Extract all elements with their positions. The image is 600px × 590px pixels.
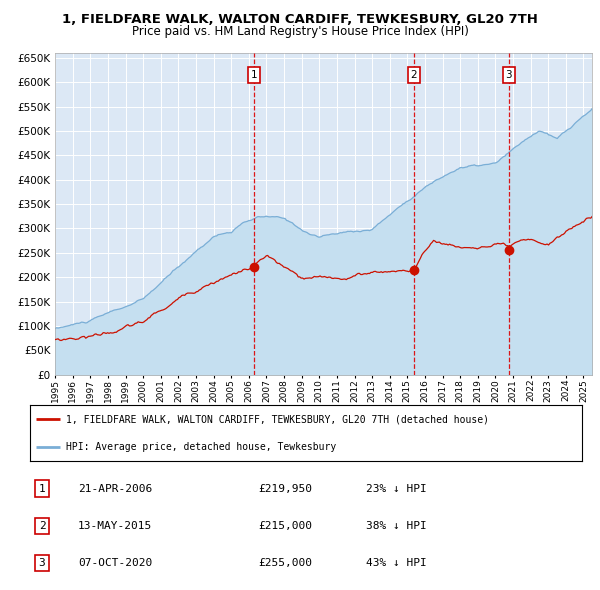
Text: 21-APR-2006: 21-APR-2006 <box>78 484 152 494</box>
Text: 1, FIELDFARE WALK, WALTON CARDIFF, TEWKESBURY, GL20 7TH: 1, FIELDFARE WALK, WALTON CARDIFF, TEWKE… <box>62 13 538 26</box>
Text: 3: 3 <box>506 70 512 80</box>
Text: 2: 2 <box>410 70 417 80</box>
Text: 1: 1 <box>38 484 46 494</box>
Text: 1, FIELDFARE WALK, WALTON CARDIFF, TEWKESBURY, GL20 7TH (detached house): 1, FIELDFARE WALK, WALTON CARDIFF, TEWKE… <box>66 414 489 424</box>
Text: 1: 1 <box>251 70 257 80</box>
Text: 43% ↓ HPI: 43% ↓ HPI <box>366 558 427 568</box>
Text: 13-MAY-2015: 13-MAY-2015 <box>78 521 152 531</box>
Text: 07-OCT-2020: 07-OCT-2020 <box>78 558 152 568</box>
Text: £219,950: £219,950 <box>258 484 312 494</box>
Text: Price paid vs. HM Land Registry's House Price Index (HPI): Price paid vs. HM Land Registry's House … <box>131 25 469 38</box>
Text: 2: 2 <box>38 521 46 531</box>
Text: £215,000: £215,000 <box>258 521 312 531</box>
Text: £255,000: £255,000 <box>258 558 312 568</box>
Text: 38% ↓ HPI: 38% ↓ HPI <box>366 521 427 531</box>
Text: 23% ↓ HPI: 23% ↓ HPI <box>366 484 427 494</box>
Text: HPI: Average price, detached house, Tewkesbury: HPI: Average price, detached house, Tewk… <box>66 442 336 453</box>
Text: 3: 3 <box>38 558 46 568</box>
